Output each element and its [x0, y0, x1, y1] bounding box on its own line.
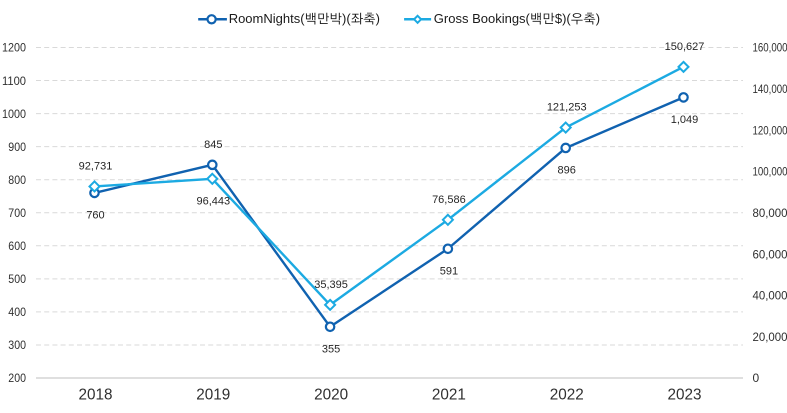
svg-text:200: 200 — [8, 371, 26, 385]
svg-text:591: 591 — [440, 265, 458, 277]
svg-text:845: 845 — [204, 139, 222, 151]
svg-text:Gross Bookings(: Gross Bookings( — [434, 11, 531, 26]
svg-text:$)(: $)( — [555, 11, 572, 26]
svg-text:600: 600 — [8, 239, 26, 253]
svg-text:800: 800 — [8, 173, 26, 187]
svg-text:100,000: 100,000 — [753, 165, 787, 179]
svg-text:1100: 1100 — [2, 74, 26, 88]
svg-text:900: 900 — [8, 140, 26, 154]
svg-text:355: 355 — [322, 343, 340, 355]
svg-text:2022: 2022 — [550, 386, 584, 403]
svg-text:2020: 2020 — [314, 386, 348, 403]
svg-text:121,253: 121,253 — [547, 102, 587, 114]
svg-text:)(: )( — [342, 11, 351, 26]
svg-text:300: 300 — [8, 338, 26, 352]
svg-text:2019: 2019 — [196, 386, 230, 403]
svg-text:1000: 1000 — [2, 107, 26, 121]
svg-text:92,731: 92,731 — [79, 161, 113, 173]
svg-text:760: 760 — [86, 209, 104, 221]
svg-text:140,000: 140,000 — [753, 82, 787, 96]
svg-text:896: 896 — [558, 164, 576, 176]
svg-text:150,627: 150,627 — [665, 41, 705, 53]
svg-text:2021: 2021 — [432, 386, 466, 403]
svg-text:1,049: 1,049 — [671, 114, 699, 126]
svg-text:60,000: 60,000 — [753, 247, 787, 261]
svg-text:96,443: 96,443 — [196, 195, 230, 207]
svg-text:35,395: 35,395 — [314, 279, 348, 291]
svg-text:76,586: 76,586 — [432, 194, 466, 206]
svg-text:0: 0 — [753, 371, 760, 385]
svg-text:80,000: 80,000 — [753, 206, 787, 220]
svg-text:2018: 2018 — [79, 386, 113, 403]
svg-text:160,000: 160,000 — [753, 41, 787, 55]
svg-text:500: 500 — [8, 272, 26, 286]
svg-text:20,000: 20,000 — [753, 330, 787, 344]
svg-text:700: 700 — [8, 206, 26, 220]
svg-text:): ) — [596, 11, 600, 26]
svg-text:2023: 2023 — [668, 386, 702, 403]
svg-text:1200: 1200 — [2, 41, 26, 55]
svg-text:400: 400 — [8, 305, 26, 319]
svg-text:120,000: 120,000 — [753, 123, 787, 137]
svg-text:40,000: 40,000 — [753, 289, 787, 303]
svg-text:): ) — [376, 11, 380, 26]
svg-text:RoomNights(: RoomNights( — [229, 11, 306, 26]
